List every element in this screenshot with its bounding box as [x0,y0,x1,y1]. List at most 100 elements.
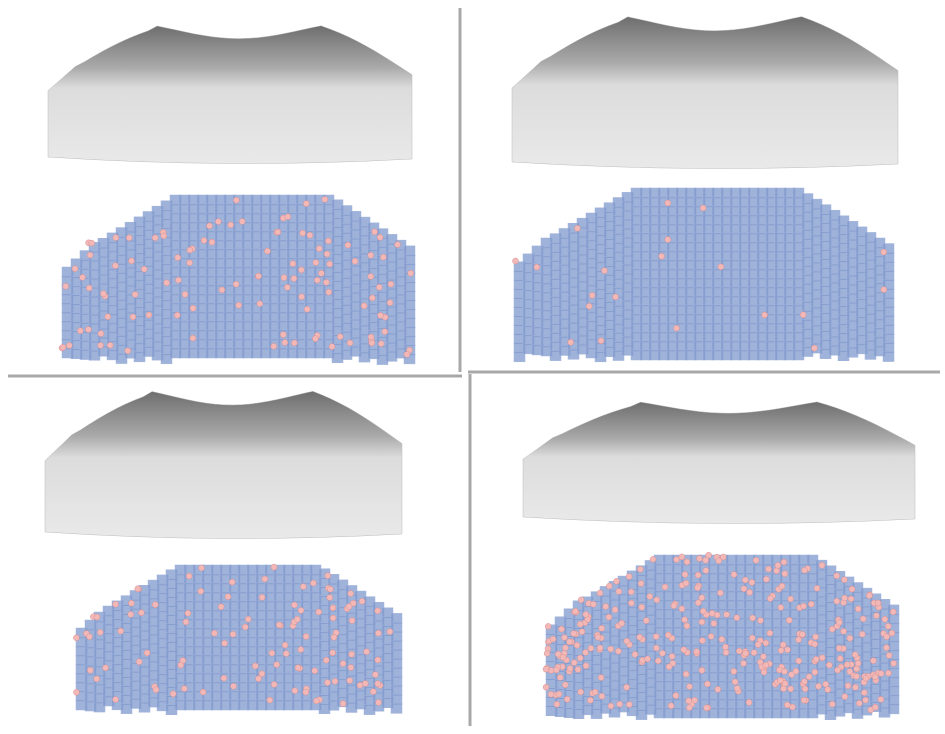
point [233,281,239,287]
point [704,705,710,711]
point [556,691,562,697]
point [760,654,766,660]
point [781,559,787,565]
point [229,579,235,585]
point [731,572,737,578]
point [190,335,196,341]
point [878,696,884,702]
point [882,616,888,622]
point [187,260,193,266]
point [714,612,720,618]
point [588,645,594,651]
point [617,701,623,707]
point [842,694,848,700]
point [699,638,705,644]
point [513,258,519,264]
point [175,255,181,261]
point [671,603,677,609]
point [687,684,693,690]
point [561,635,567,641]
point [375,681,381,687]
point [100,291,106,297]
point [602,268,608,274]
voxel [404,336,415,346]
point [890,609,896,615]
point [211,630,217,636]
point [262,576,268,582]
point [767,630,773,636]
point [788,596,794,602]
point [98,331,104,337]
point [387,629,393,635]
point [800,312,806,318]
point [823,681,829,687]
point [747,589,753,595]
point [718,264,724,270]
point [637,566,643,572]
point [780,642,786,648]
point [614,578,620,584]
point [292,688,298,694]
point [534,264,540,270]
point [819,562,825,568]
point [872,674,878,680]
point [361,303,367,309]
voxel [404,309,415,319]
point [872,704,878,710]
point [380,254,386,260]
point [692,697,698,703]
point [567,665,573,671]
point [357,682,363,688]
point [755,642,761,648]
point [579,629,585,635]
point [659,253,665,259]
point [662,584,668,590]
point [303,689,309,695]
voxel [404,255,415,265]
point [275,229,281,235]
point [310,580,316,586]
point [330,605,336,611]
point [72,266,78,272]
point [560,655,566,661]
point [811,345,817,351]
point [814,585,820,591]
point [299,294,305,300]
point [230,631,236,637]
voxel [883,271,894,281]
point [129,258,135,264]
point [659,650,665,656]
point [746,699,752,705]
point [592,689,598,695]
point [778,647,784,653]
point [329,344,335,350]
point [312,336,318,342]
point [598,338,604,344]
point [577,621,583,627]
point [113,697,119,703]
point [645,656,651,662]
point [132,292,138,298]
point [209,239,215,245]
point [375,630,381,636]
point [567,639,573,645]
point [679,606,685,612]
point [112,263,118,269]
point [844,662,850,668]
point [886,652,892,658]
point [290,261,296,267]
point [316,609,322,615]
point [681,647,687,653]
point [572,608,578,614]
point [103,665,109,671]
point [788,686,794,692]
point [608,646,614,652]
point [599,693,605,699]
voxel [391,658,402,668]
point [583,650,589,656]
point [136,659,142,665]
point [199,565,205,571]
point [256,676,262,682]
point [835,667,841,673]
point [326,289,332,295]
